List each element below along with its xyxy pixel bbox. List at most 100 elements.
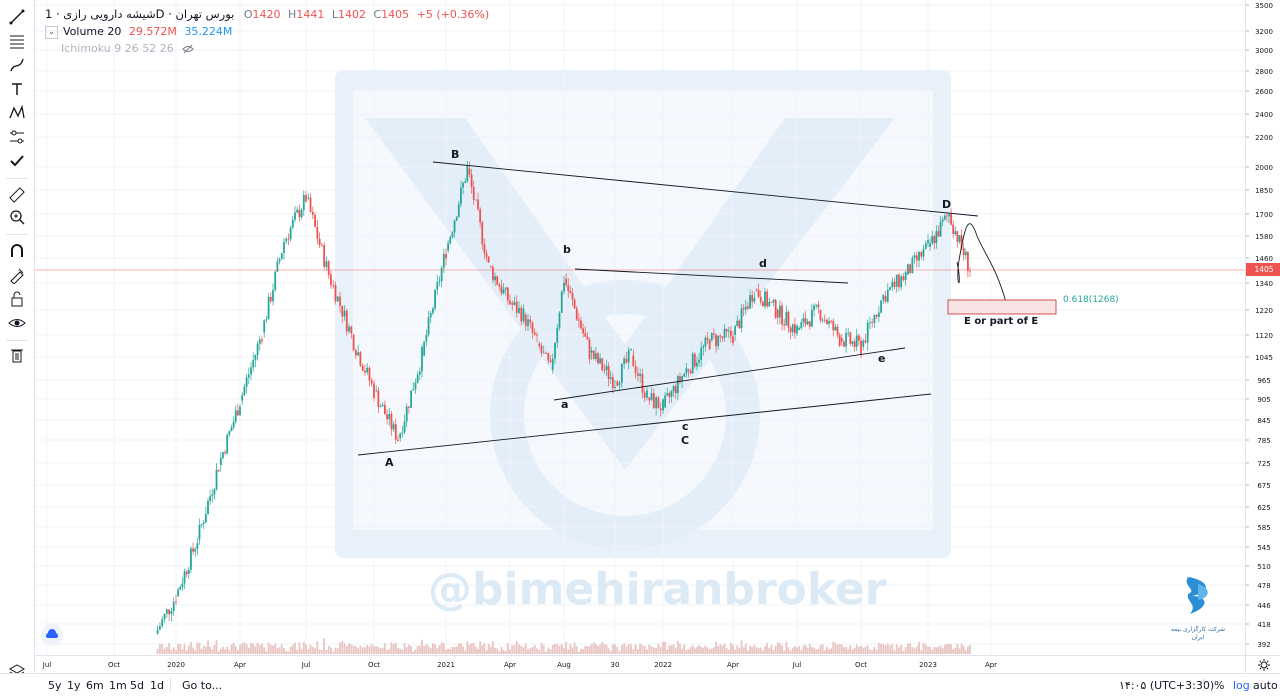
volume-bar	[738, 647, 741, 654]
candle-body	[416, 374, 419, 383]
volume-bar	[421, 639, 423, 654]
candle-body	[668, 393, 671, 397]
candle-body	[425, 334, 428, 342]
candle-body	[538, 343, 541, 346]
candle-body	[170, 610, 173, 615]
volume-bar	[554, 643, 556, 654]
volume-bar	[234, 646, 237, 654]
volume-bar	[958, 648, 961, 654]
candle-body	[364, 370, 366, 373]
volume-bar	[533, 645, 536, 654]
candle-body	[886, 289, 889, 302]
log-toggle[interactable]: log	[1233, 679, 1250, 692]
pattern-icon[interactable]	[8, 104, 26, 122]
checkmark-icon[interactable]	[8, 152, 26, 170]
trash-icon[interactable]	[8, 346, 26, 364]
projection-path[interactable]	[956, 223, 1008, 307]
candle-body	[580, 320, 582, 329]
chevron-down-icon[interactable]: ⌄	[45, 25, 58, 39]
range-1m[interactable]: 1m	[109, 679, 127, 692]
volume-bar	[753, 644, 756, 654]
candle-body	[381, 404, 384, 407]
price-axis-labels: 3500 3200 3000 2800 2600 2400 2200 2000 1850 1700…	[1246, 2, 1280, 649]
range-5d[interactable]: 5d	[130, 679, 144, 692]
fib-retracement-icon[interactable]	[8, 32, 26, 50]
candle-body	[219, 457, 222, 466]
candle-body	[597, 353, 599, 364]
cloud-icon[interactable]	[41, 624, 63, 646]
volume-bar	[662, 641, 664, 654]
text-icon[interactable]	[8, 80, 26, 98]
candle-body	[793, 324, 796, 334]
upper-trendline-b-d[interactable]	[432, 161, 979, 217]
lock-icon[interactable]	[8, 290, 26, 308]
candle-body	[161, 619, 164, 627]
inner-trendline-b-d[interactable]	[574, 268, 849, 284]
candle-body	[531, 322, 534, 333]
candle-body	[689, 371, 692, 374]
price-candles	[156, 160, 971, 635]
volume-bar	[655, 647, 658, 654]
volume-bar	[793, 646, 796, 654]
timezone-clock[interactable]: ۱۴:۰۵ (UTC+3:30)	[1119, 679, 1215, 692]
inner-trendline-a-c-e[interactable]	[553, 347, 906, 401]
trendlines[interactable]	[357, 161, 979, 456]
time-axis[interactable]: Jul Oct 2020 Apr Jul Oct 2021 Apr Aug 30 2022 Apr Ju…	[35, 655, 1245, 674]
magnet-icon[interactable]	[8, 242, 26, 260]
candle-body	[643, 392, 646, 398]
volume-bar	[513, 645, 516, 654]
candle-body	[343, 310, 346, 317]
candle-body	[339, 296, 341, 306]
lower-trendline-a-c[interactable]	[357, 393, 932, 456]
volume-bar	[323, 638, 326, 654]
volume-bar	[931, 649, 934, 654]
time-tick-label: Oct	[368, 661, 380, 669]
volume-bar	[390, 642, 393, 654]
prediction-icon[interactable]	[8, 128, 26, 146]
candle-body	[834, 326, 837, 331]
volume-bar	[643, 646, 646, 654]
price-tick-label: 1850	[1255, 187, 1273, 195]
legend-volume-row[interactable]: ⌄ Volume 20 29.572M 35.224M	[45, 23, 489, 40]
volume-bar	[902, 650, 905, 654]
candle-body	[527, 319, 529, 326]
volume-bar	[676, 641, 679, 654]
wave-label-D: D	[942, 198, 952, 211]
candle-body	[840, 337, 843, 342]
goto-button[interactable]: Go to...	[182, 679, 223, 692]
candle-body	[549, 360, 552, 363]
auto-toggle[interactable]: auto	[1253, 679, 1278, 692]
range-6m[interactable]: 6m	[86, 679, 104, 692]
eye-off-icon[interactable]	[182, 44, 194, 54]
eye-icon[interactable]	[8, 314, 26, 332]
target-zone-box[interactable]	[947, 299, 1057, 315]
zoom-in-icon[interactable]	[8, 208, 26, 226]
volume-bar	[381, 647, 384, 654]
settings-gear-icon[interactable]	[1257, 658, 1271, 672]
legend-ichimoku-row[interactable]: Ichimoku 9 26 52 26	[61, 40, 489, 57]
volume-bar	[161, 643, 164, 654]
brush-icon[interactable]	[8, 56, 26, 74]
ruler-icon[interactable]	[8, 186, 26, 204]
symbol-title[interactable]: شیشه دارویی رازی · 1D · بورس تهران	[45, 7, 235, 21]
range-1y[interactable]: 1y	[67, 679, 81, 692]
candle-body	[254, 354, 257, 360]
volume-bar	[708, 649, 711, 654]
candle-body	[261, 339, 263, 341]
volume-bar	[445, 649, 447, 654]
volume-bar	[860, 645, 862, 654]
range-1d[interactable]: 1d	[150, 679, 164, 692]
price-axis[interactable]: 3500 3200 3000 2800 2600 2400 2200 2000 1850 1700…	[1245, 0, 1280, 655]
volume-bar	[232, 642, 235, 654]
candle-body	[265, 319, 268, 321]
stay-in-drawing-icon[interactable]	[8, 266, 26, 284]
range-5y[interactable]: 5y	[48, 679, 62, 692]
price-tick-label: 2400	[1255, 111, 1273, 119]
candle-body	[698, 359, 700, 363]
trend-line-icon[interactable]	[8, 8, 26, 26]
chart-pane[interactable]: @bimehiranbroker B A b a c C d e D 0.618…	[35, 0, 1245, 655]
percent-toggle[interactable]: %	[1214, 679, 1225, 692]
volume-bar	[869, 649, 871, 654]
candle-body	[909, 264, 912, 274]
candle-body	[772, 299, 775, 303]
